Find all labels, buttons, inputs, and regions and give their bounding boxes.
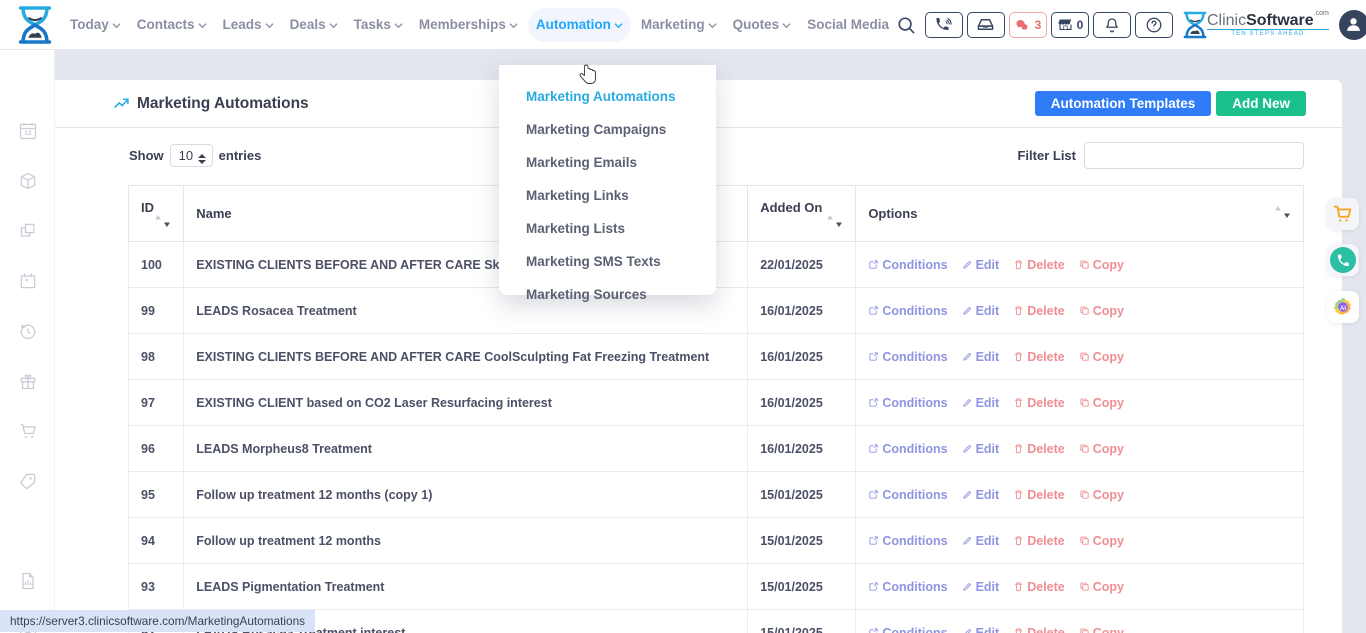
svg-text:12: 12 (24, 130, 32, 137)
svg-text:AI: AI (1340, 306, 1346, 312)
